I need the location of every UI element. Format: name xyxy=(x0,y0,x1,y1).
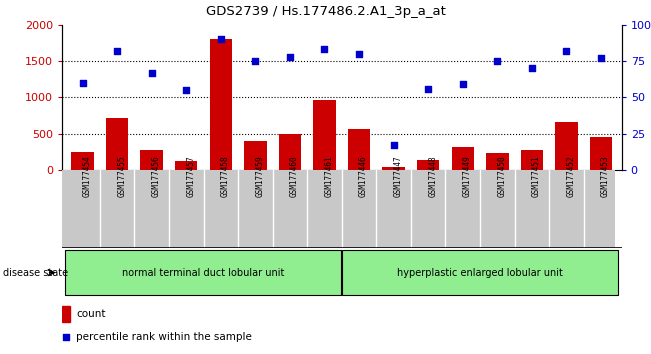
Text: GSM177446: GSM177446 xyxy=(359,155,368,197)
Text: GSM177454: GSM177454 xyxy=(83,155,92,197)
Text: GSM177455: GSM177455 xyxy=(117,155,126,197)
Point xyxy=(389,142,399,148)
Text: hyperplastic enlarged lobular unit: hyperplastic enlarged lobular unit xyxy=(397,268,563,278)
Point xyxy=(561,48,572,54)
Text: GSM177450: GSM177450 xyxy=(497,155,506,197)
Bar xyxy=(348,129,370,170)
Text: percentile rank within the sample: percentile rank within the sample xyxy=(77,332,253,342)
Point xyxy=(146,70,157,75)
Point xyxy=(596,55,606,61)
Text: GSM177448: GSM177448 xyxy=(428,155,437,197)
Bar xyxy=(279,133,301,170)
Bar xyxy=(382,167,405,170)
Text: GDS2739 / Hs.177486.2.A1_3p_a_at: GDS2739 / Hs.177486.2.A1_3p_a_at xyxy=(206,5,445,18)
Bar xyxy=(486,153,508,170)
Bar xyxy=(62,306,70,321)
Bar xyxy=(521,150,543,170)
Point xyxy=(77,80,88,86)
Text: GSM177449: GSM177449 xyxy=(463,155,472,197)
Point xyxy=(492,58,503,64)
Point xyxy=(284,54,295,59)
Point xyxy=(423,86,434,91)
Text: count: count xyxy=(77,309,106,319)
Point xyxy=(112,48,122,54)
Bar xyxy=(72,152,94,170)
Text: GSM177459: GSM177459 xyxy=(255,155,264,197)
Bar xyxy=(244,141,267,170)
Text: disease state: disease state xyxy=(3,268,68,278)
Point xyxy=(319,47,329,52)
Point xyxy=(354,51,365,57)
Point xyxy=(527,65,537,71)
Text: GSM177457: GSM177457 xyxy=(186,155,195,197)
Text: GSM177447: GSM177447 xyxy=(394,155,402,197)
Bar xyxy=(65,250,341,295)
Point xyxy=(458,81,468,87)
Text: GSM177456: GSM177456 xyxy=(152,155,161,197)
Bar xyxy=(342,250,618,295)
Bar xyxy=(106,118,128,170)
Bar xyxy=(210,39,232,170)
Bar xyxy=(590,137,612,170)
Point xyxy=(61,334,71,339)
Text: normal terminal duct lobular unit: normal terminal duct lobular unit xyxy=(122,268,284,278)
Bar xyxy=(141,150,163,170)
Text: GSM177452: GSM177452 xyxy=(566,155,575,197)
Bar xyxy=(313,100,336,170)
Bar xyxy=(555,122,577,170)
Text: GSM177461: GSM177461 xyxy=(324,155,333,197)
Text: GSM177458: GSM177458 xyxy=(221,155,230,197)
Point xyxy=(215,36,226,42)
Text: GSM177451: GSM177451 xyxy=(532,155,541,197)
Bar xyxy=(452,147,474,170)
Point xyxy=(181,87,191,93)
Point xyxy=(250,58,260,64)
Bar xyxy=(417,160,439,170)
Text: GSM177460: GSM177460 xyxy=(290,155,299,197)
Text: GSM177453: GSM177453 xyxy=(601,155,610,197)
Bar xyxy=(175,161,197,170)
